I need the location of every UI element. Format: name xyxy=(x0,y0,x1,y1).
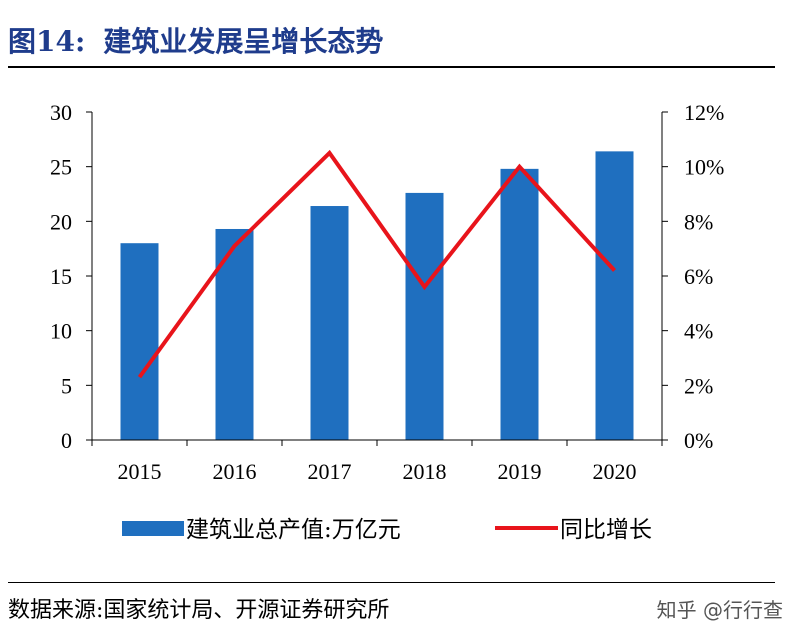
source-note: 数据来源:国家统计局、开源证券研究所 xyxy=(8,598,390,623)
left-tick-label: 0 xyxy=(61,428,72,453)
right-tick-label: 6% xyxy=(684,264,713,289)
x-tick-label: 2019 xyxy=(498,459,542,484)
left-tick-label: 10 xyxy=(50,319,72,344)
bar-2020 xyxy=(595,151,634,441)
line-series xyxy=(137,149,616,379)
right-tick-label: 12% xyxy=(684,100,724,125)
left-tick-label: 5 xyxy=(61,373,72,398)
axes xyxy=(91,112,663,441)
right-tick-label: 4% xyxy=(684,319,713,344)
x-tick-label: 2016 xyxy=(213,459,257,484)
bar-series xyxy=(120,151,634,441)
figure-title: 建筑业发展呈增长态势 xyxy=(103,25,384,58)
bar-2017 xyxy=(310,206,349,440)
right-tick-label: 8% xyxy=(684,209,713,234)
legend-bar-swatch xyxy=(122,521,184,536)
left-axis-ticks: 0 5 10 15 20 25 30 xyxy=(50,100,92,453)
legend-bar-label: 建筑业总产值:万亿元 xyxy=(186,517,401,543)
bar-2016 xyxy=(215,228,254,440)
x-tick-label: 2015 xyxy=(118,459,162,484)
top-rule xyxy=(8,66,775,68)
watermark-text: 知乎 @行行查 xyxy=(656,598,783,622)
legend-line-label: 同比增长 xyxy=(560,517,652,543)
x-tick-label: 2017 xyxy=(308,459,352,484)
bottom-rule xyxy=(8,582,775,583)
left-tick-label: 15 xyxy=(50,264,72,289)
x-axis-ticks: 2015 2016 2017 2018 2019 2020 xyxy=(91,440,663,484)
right-axis-ticks: 0% 2% 4% 6% 8% 10% 12% xyxy=(662,100,724,453)
bar-2018 xyxy=(405,192,444,440)
left-tick-label: 30 xyxy=(50,100,72,125)
left-tick-label: 25 xyxy=(50,155,72,180)
right-tick-label: 0% xyxy=(684,428,713,453)
legend: 建筑业总产值:万亿元 同比增长 xyxy=(122,517,652,543)
right-tick-label: 10% xyxy=(684,155,724,180)
x-tick-label: 2020 xyxy=(593,459,637,484)
growth-line xyxy=(137,149,616,379)
figure-label: 图14: xyxy=(8,25,86,58)
bar-2019 xyxy=(500,168,539,440)
x-tick-label: 2018 xyxy=(403,459,447,484)
bar-2015 xyxy=(120,243,159,440)
right-tick-label: 2% xyxy=(684,373,713,398)
left-tick-label: 20 xyxy=(50,209,72,234)
chart-title: 图14: 建筑业发展呈增长态势 xyxy=(8,20,383,64)
